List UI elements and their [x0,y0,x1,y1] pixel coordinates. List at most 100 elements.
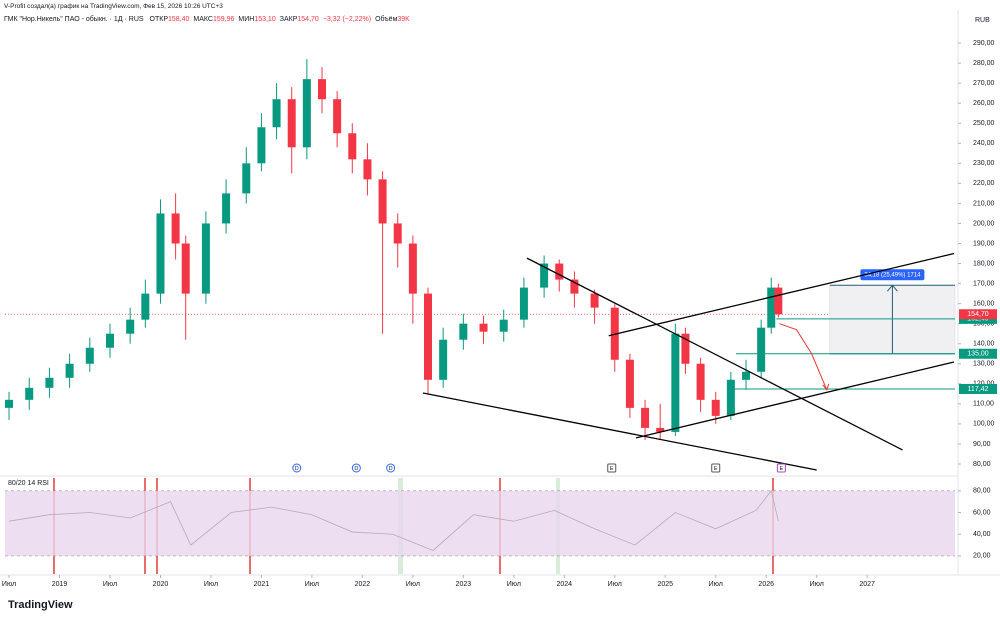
measure-label: 34,18 (25,49%) 1714 [864,272,921,278]
rsi-title: 80/20 14 RSI [8,480,49,487]
candle-body [767,287,776,328]
y-tick-label: 260,00 [973,100,995,107]
currency: RUB [975,17,990,24]
trendline [422,392,817,471]
event-marker [711,463,721,473]
event-label: D [295,466,299,472]
x-tick-label: 2023 [456,581,472,588]
candle-body [757,327,766,372]
quote-value: 154,70 [297,16,319,23]
quote-line: ГМК "Нор.Никель" ПАО - обыкн. · 1Д · RUS… [4,16,409,23]
candle-body [656,427,665,432]
symbol: ГМК "Нор.Никель" ПАО - обыкн. · 1Д · RUS [4,16,144,23]
x-tick-label: 2020 [153,581,169,588]
volume-value: 39К [397,16,410,23]
quote-value: 158,40 [167,16,190,23]
candle-body [171,213,180,244]
price-tag-label: 154,70 [967,311,989,318]
candle-body [540,263,549,288]
candle-body [774,287,783,315]
candle-body [742,371,751,380]
y-tick-label: 110,00 [973,401,994,408]
y-tick-label: 270,00 [973,80,995,87]
projection-head [822,383,830,391]
price-tag [959,309,997,320]
candle-body [459,323,468,340]
y-tick-label: 170,00 [973,280,995,287]
candle-body [378,179,387,224]
rsi-band [5,490,955,556]
candle-body [141,293,150,320]
candle-body [625,359,634,408]
y-tick-label: 150,00 [973,321,995,328]
candle-body [222,193,231,224]
y-tick-label: 190,00 [973,240,995,247]
x-tick-label: Июл [103,581,117,588]
candle-body [302,79,311,148]
y-tick-label: 90,00 [973,441,991,448]
candle-body [696,363,705,400]
candle-body [348,133,357,160]
x-tick-label: 2022 [355,581,371,588]
x-tick-label: 2026 [758,581,774,588]
y-tick-label: 230,00 [973,160,995,167]
candle-body [333,99,342,134]
x-tick-label: 2021 [254,581,270,588]
y-tick-label: 280,00 [973,60,995,67]
candle-body [45,377,54,388]
candle-body [570,279,579,294]
candle-body [272,99,281,128]
quote-value: 159,96 [212,16,235,23]
trendline [526,257,903,451]
rsi-tick-label: 40,00 [973,531,991,538]
x-tick-label: Июл [608,581,622,588]
rsi-tick-label: 20,00 [973,553,991,560]
quote-value: 153,10 [254,16,276,23]
candle-body [257,127,266,164]
x-tick-label: 2024 [557,581,573,588]
level-tag [959,348,997,359]
x-tick-label: Июл [2,581,16,588]
quote-label: ОТКР [149,16,168,23]
x-tick-label: 2019 [52,581,68,588]
x-tick-label: Июл [507,581,521,588]
candle-body [287,99,296,148]
candle-body [439,339,448,380]
credit: V-Profit создал(а) график на TradingView… [4,3,223,10]
projection [779,323,828,391]
candle-body [242,163,251,194]
y-tick-label: 140,00 [973,341,995,348]
candle-body [590,293,599,308]
y-tick-label: 250,00 [973,120,995,127]
level-tag [959,383,997,394]
rsi-tick-label: 60,00 [973,509,991,516]
trendline [635,361,955,439]
x-tick-label: Июл [709,581,723,588]
y-tick-label: 100,00 [973,421,995,428]
quote-label: МАКС [193,16,213,23]
event-label: E [610,466,614,472]
y-tick-label: 220,00 [973,180,995,187]
candle-body [126,319,135,334]
quote-label: МИН [238,16,255,23]
level-tag-label: 135,00 [967,351,989,358]
candle-body [201,223,210,294]
change-label: −3,32 (−2,22%) [322,16,372,23]
candle-body [671,333,680,432]
y-tick-label: 80,00 [973,461,991,468]
candle-body [318,79,327,100]
candle-body [156,213,165,294]
brand: TradingView [8,599,73,611]
y-tick-label: 180,00 [973,260,995,267]
event-marker [607,463,617,473]
candle-body [641,407,650,428]
candle-body [85,347,94,364]
y-tick-label: 130,00 [973,361,995,368]
event-marker [386,463,396,473]
x-tick-label: Июл [406,581,420,588]
candle-body [726,379,735,416]
trendline [608,252,955,337]
event-label: E [780,466,784,472]
candle-body [424,293,433,380]
quote-label: ЗАКР [279,16,298,23]
